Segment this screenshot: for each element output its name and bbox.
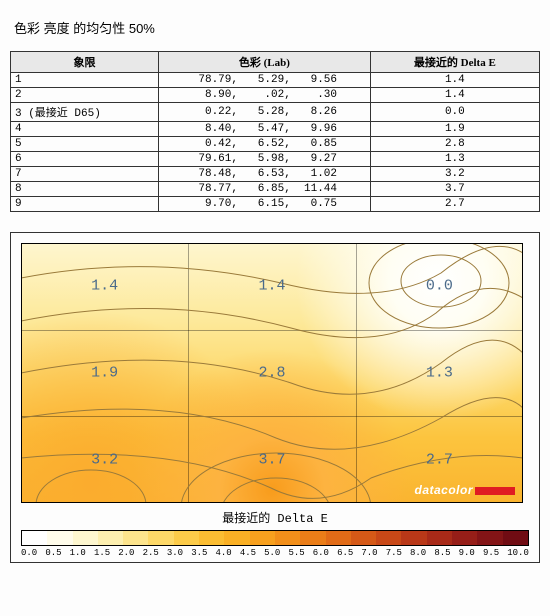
heatmap-cell-value: 1.4 (258, 278, 285, 295)
heatmap-cell-value: 0.0 (426, 278, 453, 295)
heatmap-panel: datacolor 1.4 1.4 0.0 1.9 2.8 1.3 3.2 3.7 2.7 最接… (10, 232, 540, 563)
heatmap-cell-value: 3.7 (258, 451, 285, 468)
heatmap-cell-value: 2.7 (426, 451, 453, 468)
table-row: 3 (最接近 D65) 0.22, 5.28, 8.260.0 (11, 103, 540, 122)
lab-table: 象限 色彩 (Lab) 最接近的 Delta E 1 78.79, 5.29, … (10, 51, 540, 212)
heatmap-cell-value: 1.3 (426, 365, 453, 382)
table-row: 1 78.79, 5.29, 9.561.4 (11, 73, 540, 88)
table-row: 6 79.61, 5.98, 9.271.3 (11, 152, 540, 167)
col-deltae: 最接近的 Delta E (370, 52, 539, 73)
page-title: 色彩 亮度 的均匀性 50% (14, 18, 540, 37)
col-quadrant: 象限 (11, 52, 159, 73)
col-lab: 色彩 (Lab) (159, 52, 371, 73)
table-row: 8 78.77, 6.85, 11.443.7 (11, 182, 540, 197)
heatmap: datacolor 1.4 1.4 0.0 1.9 2.8 1.3 3.2 3.7 2.7 (21, 243, 523, 503)
heatmap-title: 最接近的 Delta E (21, 509, 529, 526)
color-legend: 0.00.51.01.52.02.53.03.54.04.55.05.56.06… (21, 530, 529, 558)
heatmap-cell-value: 1.9 (91, 365, 118, 382)
table-row: 4 8.40, 5.47, 9.961.9 (11, 122, 540, 137)
heatmap-cell-value: 3.2 (91, 451, 118, 468)
brand-watermark: datacolor (414, 483, 515, 497)
heatmap-cell-value: 2.8 (258, 365, 285, 382)
heatmap-cell-value: 1.4 (91, 278, 118, 295)
table-row: 5 0.42, 6.52, 0.852.8 (11, 137, 540, 152)
table-row: 2 8.90, .02, .301.4 (11, 88, 540, 103)
table-row: 7 78.48, 6.53, 1.023.2 (11, 167, 540, 182)
table-row: 9 9.70, 6.15, 0.752.7 (11, 197, 540, 212)
